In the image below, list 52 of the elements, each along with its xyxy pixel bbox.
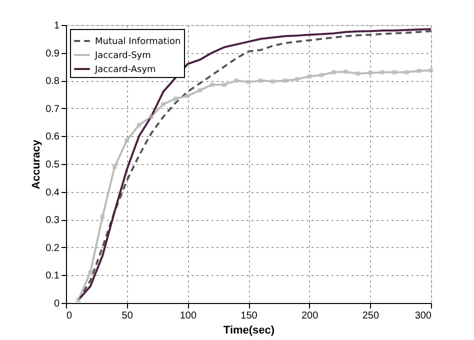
- point: [148, 114, 154, 119]
- y-tick-label: 0: [54, 298, 60, 310]
- y-tick-label: 0.3: [46, 215, 60, 226]
- x-tick-label: 100: [180, 310, 197, 322]
- point: [173, 96, 178, 101]
- x-tick-label: 0: [66, 310, 72, 322]
- point: [331, 70, 336, 74]
- y-tick-label: 0.5: [46, 160, 60, 170]
- x-tick-label: 250: [362, 310, 380, 322]
- point: [380, 70, 385, 74]
- point: [198, 88, 202, 93]
- point: [282, 78, 288, 83]
- legend-label: Jaccard-Sym: [94, 51, 151, 61]
- point: [319, 72, 324, 78]
- point: [222, 82, 226, 88]
- x-tick-label: 150: [240, 310, 258, 322]
- point: [161, 102, 166, 106]
- point: [404, 70, 409, 74]
- y-tick-label: 1: [54, 20, 60, 32]
- point: [368, 70, 372, 76]
- y-axis-title: Accuracy: [30, 138, 43, 190]
- point: [88, 270, 93, 275]
- point: [76, 298, 80, 302]
- point: [234, 78, 239, 83]
- y-tick-label: 0.4: [46, 187, 60, 198]
- point: [344, 69, 348, 74]
- y-tick-label: 0.2: [46, 242, 60, 254]
- point: [270, 79, 276, 84]
- y-tick-label: 0.7: [46, 104, 60, 115]
- point: [112, 164, 117, 170]
- y-tick-label: 0.1: [46, 270, 60, 282]
- point: [307, 74, 312, 79]
- legend-label: Jaccard-Asym: [94, 65, 156, 75]
- point: [428, 68, 434, 73]
- point: [356, 71, 360, 76]
- x-axis-title: Time(sec): [223, 324, 275, 336]
- legend-label: Mutual Information: [95, 37, 181, 47]
- point: [258, 78, 263, 83]
- point: [210, 82, 214, 88]
- point: [100, 214, 105, 220]
- point: [185, 94, 190, 98]
- x-tick-label: 300: [414, 310, 432, 322]
- point: [294, 76, 300, 82]
- x-tick-label: 50: [122, 310, 134, 322]
- y-tick-label: 0.8: [46, 76, 60, 88]
- point: [416, 68, 422, 74]
- point: [136, 122, 142, 128]
- point: [124, 138, 130, 143]
- y-tick-label: 0.9: [46, 48, 60, 60]
- x-tick-label: 200: [301, 310, 319, 322]
- point: [392, 70, 397, 74]
- y-tick-label: 0.6: [46, 132, 60, 143]
